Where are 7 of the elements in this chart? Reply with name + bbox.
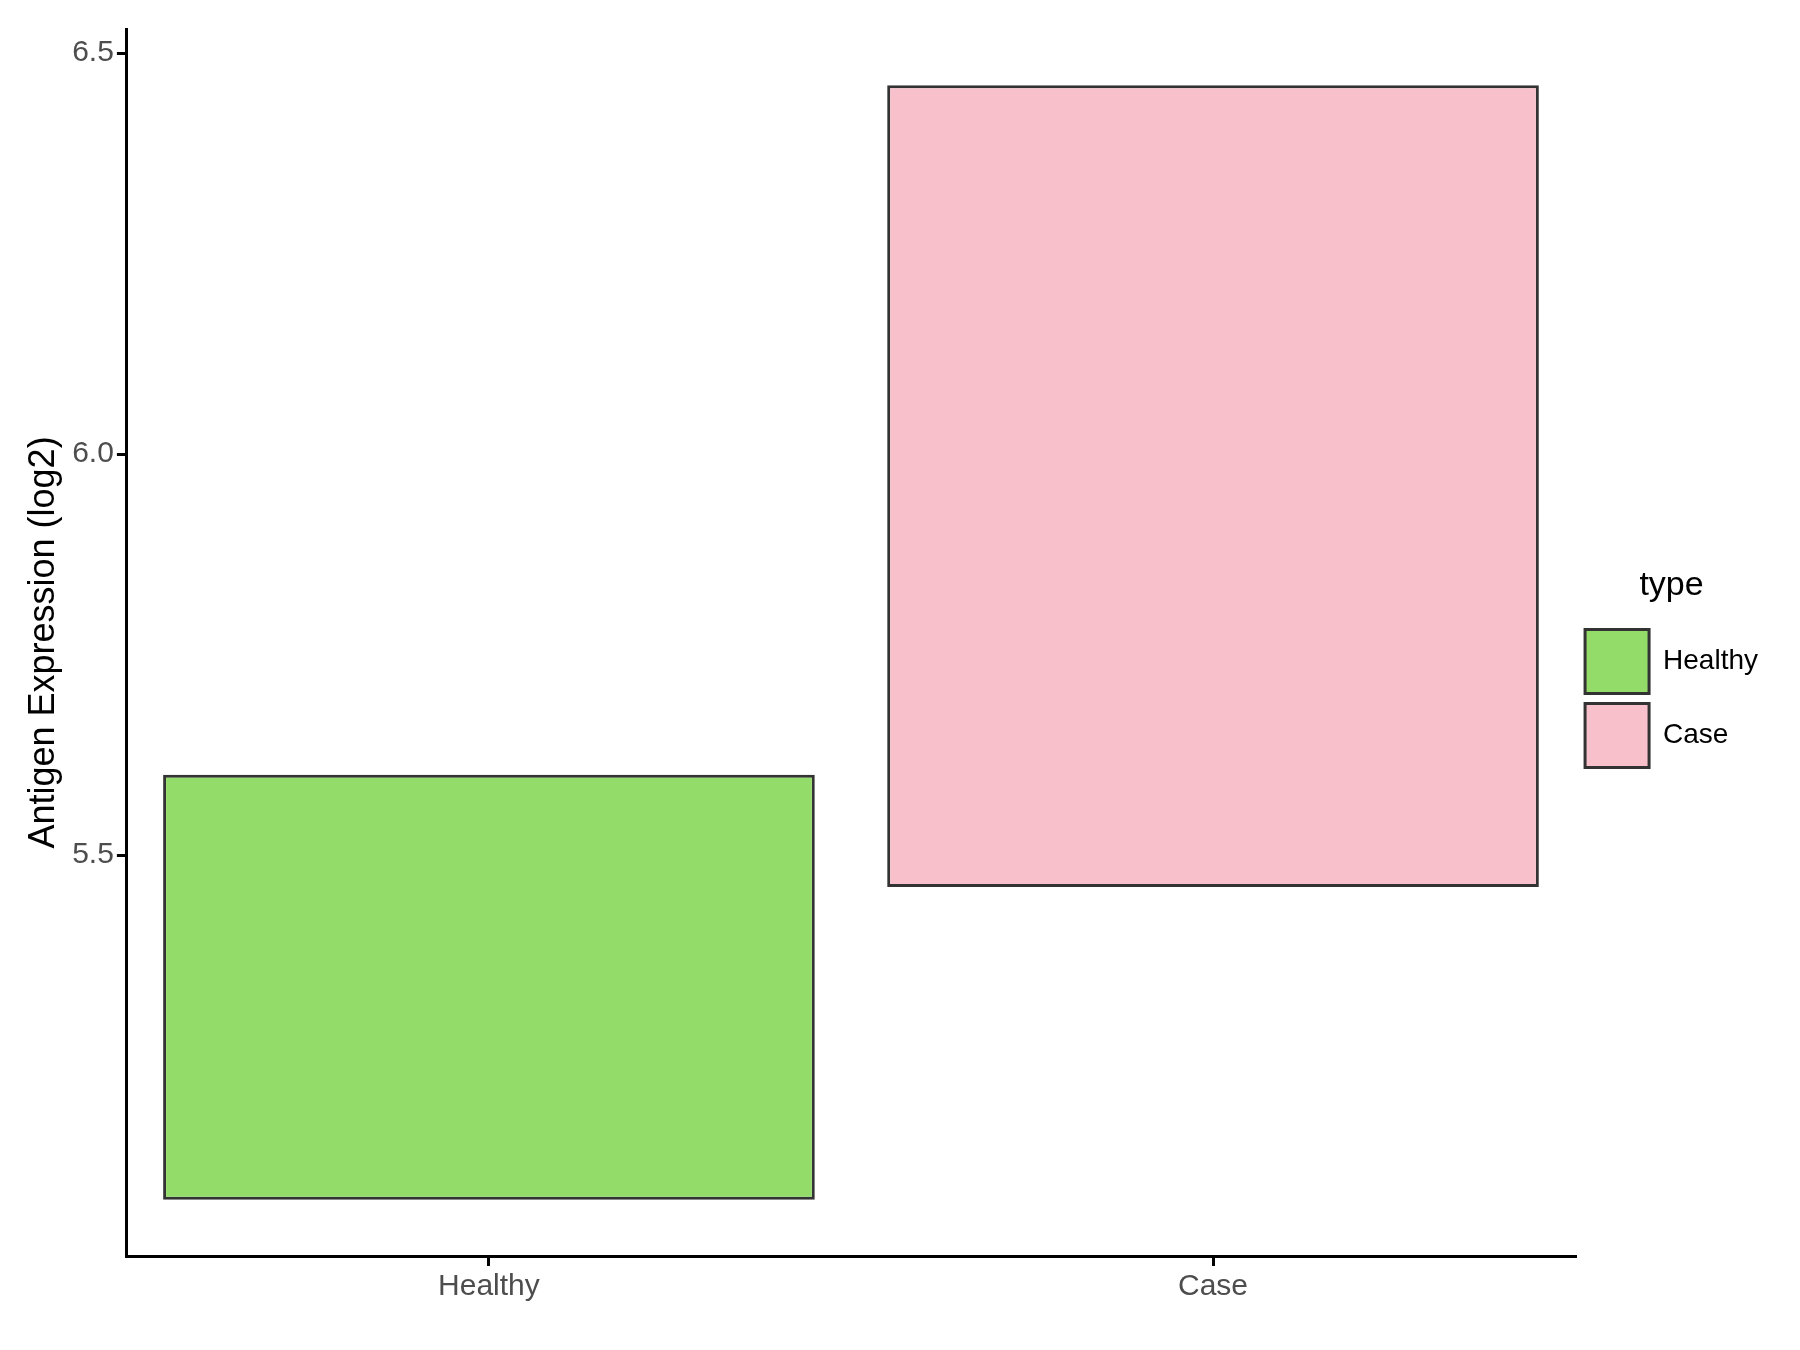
y-tick-label: 6.0 <box>72 435 114 469</box>
y-axis-title: Antigen Expression (log2) <box>20 436 62 849</box>
legend-title: type <box>1639 563 1704 602</box>
y-tick-label: 6.5 <box>72 34 114 68</box>
y-tick-label: 5.5 <box>72 836 114 870</box>
legend-label: Case <box>1663 718 1729 750</box>
legend-label: Healthy <box>1663 644 1758 676</box>
